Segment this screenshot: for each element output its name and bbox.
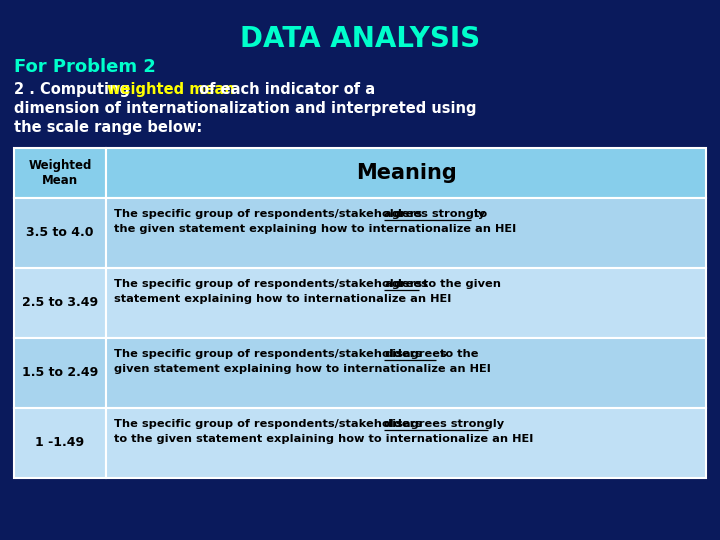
Text: statement explaining how to internationalize an HEI: statement explaining how to internationa… [114, 294, 451, 304]
Text: to the given statement explaining how to internationalize an HEI: to the given statement explaining how to… [114, 434, 534, 444]
Text: of each indicator of a: of each indicator of a [194, 82, 374, 97]
Text: For Problem 2: For Problem 2 [14, 58, 156, 76]
Text: 2.5 to 3.49: 2.5 to 3.49 [22, 296, 98, 309]
Text: agrees strongly: agrees strongly [384, 209, 485, 219]
Text: The specific group of respondents/stakeholders: The specific group of respondents/stakeh… [114, 279, 426, 289]
Bar [106, 198, 706, 268]
Text: disagrees: disagrees [384, 349, 447, 359]
Text: agrees: agrees [384, 279, 428, 289]
Bar [14, 338, 106, 408]
Text: Weighted
Mean: Weighted Mean [28, 159, 91, 187]
Bar [106, 268, 706, 338]
Text: the scale range below:: the scale range below: [14, 120, 202, 135]
Text: given statement explaining how to internationalize an HEI: given statement explaining how to intern… [114, 364, 491, 374]
Bar [14, 268, 106, 338]
Text: to: to [470, 209, 487, 219]
Text: dimension of internationalization and interpreted using: dimension of internationalization and in… [14, 101, 477, 116]
Text: to the given: to the given [419, 279, 500, 289]
Text: The specific group of respondents/stakeholders: The specific group of respondents/stakeh… [114, 419, 426, 429]
Bar [14, 198, 106, 268]
Text: DATA ANALYSIS: DATA ANALYSIS [240, 25, 480, 53]
Bar [106, 148, 706, 198]
Text: The specific group of respondents/stakeholders: The specific group of respondents/stakeh… [114, 349, 426, 359]
Bar [14, 408, 106, 478]
Text: 3.5 to 4.0: 3.5 to 4.0 [26, 226, 94, 240]
Text: The specific group of respondents/stakeholders: The specific group of respondents/stakeh… [114, 209, 426, 219]
Text: to the: to the [436, 349, 479, 359]
Bar [106, 338, 706, 408]
Bar [14, 148, 106, 198]
Text: the given statement explaining how to internationalize an HEI: the given statement explaining how to in… [114, 224, 516, 234]
Text: disagrees strongly: disagrees strongly [384, 419, 505, 429]
Text: 1 -1.49: 1 -1.49 [35, 436, 84, 449]
Text: Meaning: Meaning [356, 163, 456, 183]
Bar [106, 408, 706, 478]
Text: 1.5 to 2.49: 1.5 to 2.49 [22, 367, 98, 380]
Text: 2 . Computing: 2 . Computing [14, 82, 135, 97]
Text: weighted mean: weighted mean [107, 82, 235, 97]
